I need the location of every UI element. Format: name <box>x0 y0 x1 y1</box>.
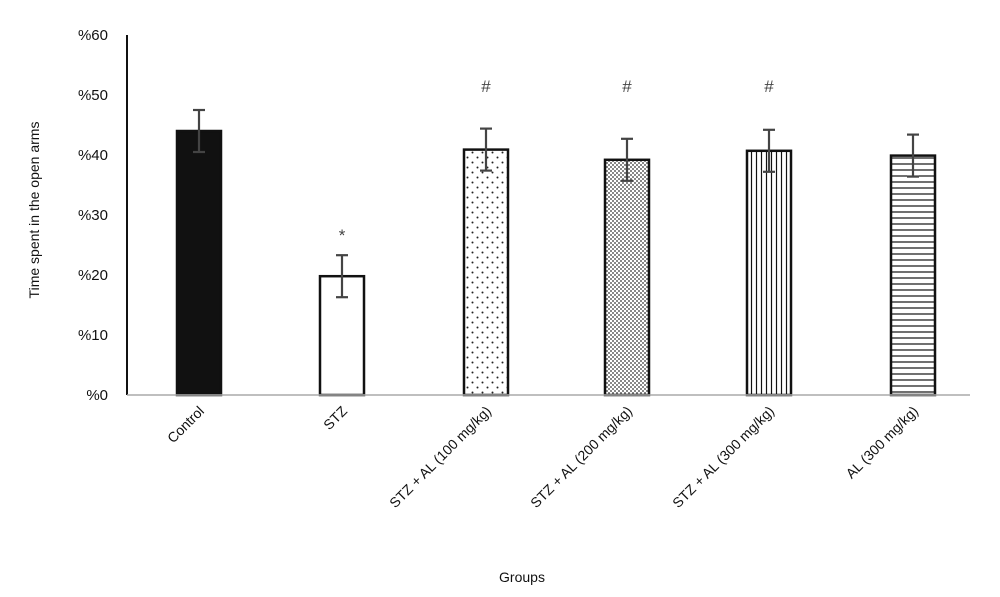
x-axis-category-labels: Control STZ STZ + AL (100 mg/kg) STZ + AL (… <box>164 402 921 510</box>
category-label: Control <box>164 403 207 446</box>
significance-mark: # <box>481 77 491 96</box>
significance-mark: # <box>764 77 774 96</box>
category-label: STZ + AL (100 mg/kg) <box>386 403 494 511</box>
category-label: AL (300 mg/kg) <box>842 403 921 482</box>
category-label: STZ + AL (200 mg/kg) <box>527 403 635 511</box>
bar-3 <box>462 148 510 397</box>
bar-6 <box>889 154 937 397</box>
y-axis-title: Time spent in the open arms <box>26 122 42 299</box>
bar-4 <box>603 158 651 397</box>
category-label: STZ + AL (300 mg/kg) <box>669 403 777 511</box>
category-label: STZ <box>320 402 350 432</box>
y-tick-label: %40 <box>78 147 108 164</box>
x-axis-title: Groups <box>499 569 545 585</box>
y-tick-label: %60 <box>78 27 108 44</box>
y-tick-label: %20 <box>78 267 108 284</box>
error-bar-1 <box>193 108 205 154</box>
bars <box>175 129 937 397</box>
y-tick-label: %0 <box>86 387 108 404</box>
y-tick-label: %50 <box>78 87 108 104</box>
error-bar-2 <box>336 254 348 299</box>
y-tick-label: %10 <box>78 327 108 344</box>
significance-mark: * <box>339 226 346 245</box>
y-axis-ticks: %0 %10 %20 %30 %40 %50 %60 <box>78 27 108 404</box>
error-bar-5 <box>763 128 775 173</box>
significance-mark: # <box>622 77 632 96</box>
error-bar-6 <box>907 133 919 178</box>
bar-1 <box>175 129 223 397</box>
error-bar-3 <box>480 127 492 172</box>
y-tick-label: %30 <box>78 207 108 224</box>
error-bar-4 <box>621 137 633 182</box>
bar-5 <box>745 149 793 397</box>
significance-marks: * # # # <box>339 77 775 245</box>
error-bars <box>193 108 919 299</box>
